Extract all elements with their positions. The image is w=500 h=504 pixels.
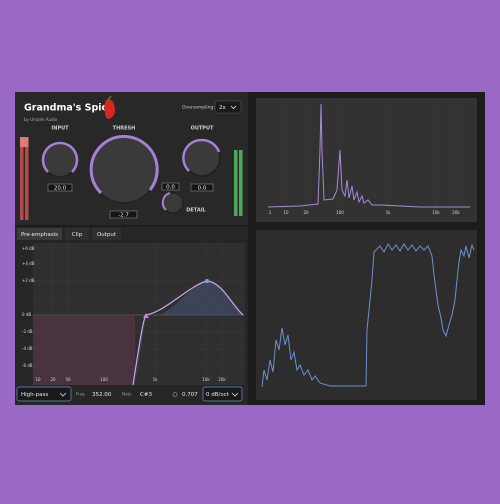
- filter-type: High-pass: [21, 392, 48, 398]
- output-meter-right: [239, 150, 243, 216]
- tab[interactable]: [17, 228, 62, 240]
- cut-region: [33, 315, 135, 385]
- spectrum-freq-label: 1k: [386, 210, 392, 215]
- slope-dropdown[interactable]: [202, 386, 243, 402]
- filter-type-dropdown[interactable]: [16, 386, 72, 402]
- dropdown-arrow: [231, 392, 239, 397]
- gain-label: -2 dB: [22, 329, 33, 334]
- spectrum-freq-label: 20k: [452, 210, 460, 215]
- subtitle: by Umami Audio: [24, 117, 58, 122]
- gain-label: -6 dB: [22, 363, 33, 368]
- tab-label: Clip: [72, 232, 83, 238]
- freq-label: 20k: [218, 377, 226, 382]
- gain-label: -4 dB: [22, 346, 33, 351]
- tab-label: Output: [97, 232, 117, 238]
- freq-label: 50: [65, 377, 71, 382]
- thresh-value-box[interactable]: [109, 210, 138, 219]
- thresh-knob-arc: [89, 135, 159, 195]
- tab-label: Pre-emphasis: [21, 232, 58, 238]
- dropdown-arrow: [230, 105, 237, 110]
- freq-label: 10: [35, 377, 41, 382]
- gain-label: +2 dB: [22, 278, 35, 283]
- scope-trace: [261, 243, 475, 388]
- q-icon: [172, 392, 178, 397]
- spectrum-freq-label: 10: [283, 210, 289, 215]
- detail-knob-arc: [161, 192, 171, 211]
- input-label: INPUT: [51, 126, 69, 132]
- input-meter-left: [20, 137, 24, 220]
- oversampling-dropdown[interactable]: [214, 100, 242, 114]
- note-value[interactable]: C#3: [140, 392, 152, 398]
- chili-logo: [104, 99, 115, 119]
- spectrum-freq-label: 100: [336, 210, 344, 215]
- spectrum-freq-label: 20: [303, 210, 309, 215]
- thresh-label: THRESH: [113, 126, 136, 132]
- detail-label: DETAIL: [186, 208, 206, 214]
- q-value[interactable]: 0.707: [182, 392, 198, 398]
- oversampling-value: 2x: [219, 105, 226, 111]
- gain-label: +4 dB: [22, 261, 35, 266]
- chili-stem: [107, 95, 112, 101]
- input-knob-arc: [41, 141, 79, 173]
- freq-label: 10k: [202, 377, 210, 382]
- tab[interactable]: [92, 228, 121, 240]
- eq-handle[interactable]: [143, 313, 149, 318]
- freq-value[interactable]: 352.00: [92, 392, 112, 398]
- gain-label: +6 dB: [22, 246, 35, 251]
- gain-axis: +6 dB +4 dB +2 dB 0 dB -2 dB -4 dB -6 dB: [22, 246, 35, 368]
- input-value-box[interactable]: [47, 183, 73, 192]
- freq-label: 100: [100, 377, 108, 382]
- output-knob-arc: [182, 138, 221, 172]
- boost-fill: [135, 281, 243, 385]
- slope-value: 0 dB/oct: [206, 392, 230, 398]
- dropdown-arrow: [59, 392, 67, 397]
- detail-value: 0.0: [166, 184, 175, 190]
- input-meter-peak: [20, 137, 29, 147]
- spectrum-freq-label: 1: [269, 210, 272, 215]
- spectrum-axis: 1 10 20 100 1k 10k 20k: [269, 210, 461, 215]
- detail-value-box[interactable]: [161, 182, 180, 191]
- freq-label: Freq: [76, 392, 85, 397]
- output-value-box[interactable]: [190, 183, 214, 192]
- freq-label: 20: [50, 377, 56, 382]
- input-value: 20.0: [54, 185, 67, 191]
- spectrum-trace: [267, 103, 470, 208]
- output-meter-left: [234, 150, 238, 216]
- spectrum-freq-label: 10k: [432, 210, 440, 215]
- freq-axis: 10 20 50 100 1k 10k 20k: [35, 377, 226, 382]
- eq-handle[interactable]: [205, 279, 209, 283]
- oversampling-label: Oversampling:: [182, 105, 215, 111]
- title: Grandma's Spice: [24, 103, 114, 114]
- eq-grid: [33, 243, 245, 385]
- thresh-value: -2.7: [118, 212, 129, 218]
- output-value: 0.0: [198, 185, 207, 191]
- freq-label: 1k: [153, 377, 159, 382]
- eq-plot: [33, 243, 245, 385]
- output-label: OUTPUT: [191, 126, 214, 132]
- eq-curve: [132, 280, 244, 386]
- note-label: Note: [122, 392, 132, 397]
- gain-label: 0 dB: [22, 312, 31, 317]
- tab[interactable]: [65, 228, 89, 240]
- spectrum-panel: [256, 98, 477, 222]
- input-meter-right: [25, 137, 29, 220]
